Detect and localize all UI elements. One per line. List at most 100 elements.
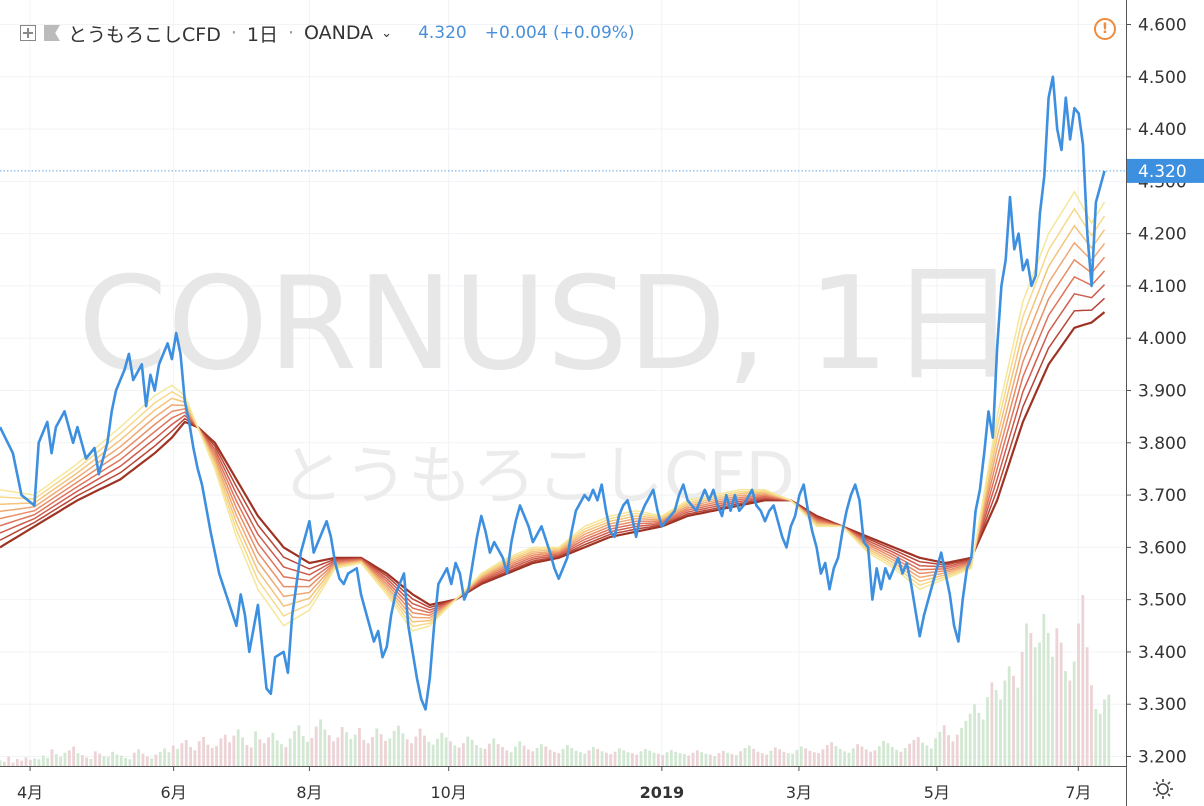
volume-bar [752, 748, 756, 766]
x-tick-label: 2019 [640, 783, 685, 802]
volume-bars [0, 595, 1111, 766]
volume-bar [1033, 647, 1037, 766]
volume-bar [20, 760, 24, 766]
x-tick-label: 8月 [296, 783, 322, 802]
flag-icon[interactable] [44, 25, 60, 41]
y-tick-label: 3.400 [1138, 643, 1187, 663]
volume-bar [427, 741, 431, 766]
volume-bar [999, 699, 1002, 766]
ma-ribbon-line [0, 256, 1106, 617]
volume-bar [743, 747, 747, 766]
volume-bar [769, 750, 773, 766]
symbol-name[interactable]: とうもろこしCFD [68, 23, 221, 46]
interval-label[interactable]: 1日 [246, 23, 278, 46]
volume-bar [24, 757, 28, 766]
y-tick-label: 4.600 [1138, 16, 1187, 36]
price-tag-label: 4.320 [1138, 162, 1187, 182]
volume-bar [886, 743, 890, 766]
volume-bar [76, 753, 80, 766]
exchange-label[interactable]: OANDA [304, 22, 374, 44]
ma-ribbon-line [0, 270, 1106, 614]
volume-bar [444, 737, 448, 766]
volume-bar [964, 720, 968, 766]
volume-bar [496, 744, 500, 766]
x-tick-label: 3月 [786, 783, 812, 802]
volume-bar [423, 735, 426, 766]
volume-bar [968, 713, 972, 766]
volume-bar [734, 755, 738, 766]
x-tick-label: 10月 [430, 783, 466, 802]
volume-bar [687, 755, 691, 766]
volume-bar [379, 734, 383, 766]
volume-bar [1064, 671, 1067, 766]
volume-bar [760, 753, 764, 766]
volume-bar [960, 728, 963, 766]
volume-bar [561, 748, 565, 766]
chevron-down-icon[interactable]: ⌄ [381, 25, 393, 41]
volume-bar [245, 745, 249, 766]
volume-bar [1003, 680, 1007, 766]
y-tick-label: 4.400 [1138, 120, 1187, 140]
volume-bar [674, 751, 678, 766]
volume-bar [440, 732, 444, 766]
volume-bar [150, 758, 153, 766]
volume-bar [457, 747, 461, 766]
volume-bar [128, 759, 132, 766]
volume-bar [531, 751, 535, 766]
volume-bar [124, 757, 128, 766]
volume-bar [778, 749, 782, 766]
volume-bar [28, 759, 32, 766]
volume-bar [111, 751, 115, 766]
volume-bar [410, 743, 413, 766]
y-tick-label: 4.200 [1138, 225, 1187, 245]
volume-bar [475, 745, 478, 766]
volume-bar [812, 752, 816, 766]
volume-bar [895, 749, 898, 766]
price-tag-box [1127, 158, 1204, 183]
volume-bar [756, 751, 760, 766]
volume-bar [258, 739, 262, 766]
y-tick-label: 3.800 [1138, 434, 1187, 454]
volume-bar [336, 737, 340, 766]
volume-bar [591, 747, 595, 766]
volume-bar [171, 745, 175, 766]
volume-bar [54, 754, 58, 766]
volume-bar [617, 748, 621, 766]
volume-bar [540, 744, 543, 766]
volume-bar [648, 750, 652, 766]
price-tag: 4.320 [1127, 158, 1204, 183]
volume-bar [721, 750, 725, 766]
volume-bar [522, 745, 526, 766]
sun-gear-icon[interactable] [1152, 778, 1174, 800]
volume-bar [704, 753, 708, 766]
volume-bar [7, 756, 11, 766]
volume-bar [483, 748, 487, 766]
volume-bar [180, 743, 184, 766]
volume-bar [1072, 661, 1076, 766]
warning-icon[interactable]: ! [1094, 18, 1116, 40]
volume-bar [93, 751, 97, 766]
volume-bar [574, 750, 578, 766]
volume-bar [799, 746, 803, 766]
volume-bar [553, 751, 556, 766]
volume-bar [401, 733, 405, 766]
separator-dot: · [230, 22, 237, 44]
volume-bar [821, 749, 825, 766]
plus-square-icon[interactable] [20, 25, 36, 41]
volume-bar [739, 751, 743, 766]
volume-bar [228, 742, 231, 766]
volume-bar [453, 745, 457, 766]
volume-bar [691, 752, 695, 766]
volume-bar [436, 738, 439, 766]
volume-bar [639, 751, 643, 766]
volume-bar [1107, 694, 1111, 766]
volume-bar [713, 756, 717, 766]
volume-bar [527, 749, 530, 766]
volume-bar [2, 761, 6, 766]
volume-bar [254, 731, 257, 766]
volume-bar [786, 753, 790, 766]
volume-bar [414, 736, 418, 766]
volume-bar [197, 741, 201, 766]
ma-ribbon-line [0, 241, 1106, 619]
